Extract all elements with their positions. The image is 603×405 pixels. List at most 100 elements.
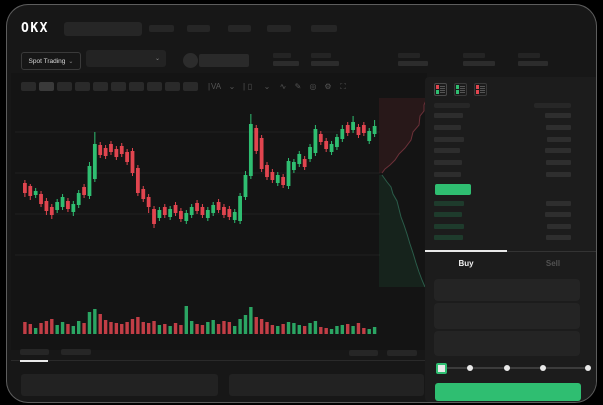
bids-depth-area xyxy=(379,175,425,287)
ask-row-price[interactable] xyxy=(434,137,464,142)
ask-row-price[interactable] xyxy=(434,125,461,130)
timeframe-button[interactable] xyxy=(57,82,72,91)
stat-label-placeholder xyxy=(518,53,540,58)
candle-body xyxy=(302,159,307,167)
chevron-down-icon[interactable]: ⌄ xyxy=(228,82,236,91)
slider-stop[interactable] xyxy=(467,365,473,371)
volume-bar xyxy=(270,325,275,334)
candle-body xyxy=(216,202,221,210)
tab-order-history[interactable] xyxy=(61,349,91,355)
volume-bar xyxy=(324,328,328,334)
tab-buy[interactable]: Buy xyxy=(458,258,474,268)
candle-body xyxy=(367,131,372,141)
order-total-input[interactable] xyxy=(434,331,580,356)
nav-item-placeholder[interactable] xyxy=(187,25,210,32)
ask-row-amount[interactable] xyxy=(545,148,571,153)
timeframe-button[interactable] xyxy=(147,82,162,91)
timeframe-button[interactable] xyxy=(93,82,108,91)
icon-row xyxy=(456,91,465,94)
bid-row-amount[interactable] xyxy=(545,212,571,217)
timeframe-button[interactable] xyxy=(129,82,144,91)
timeframe-button[interactable] xyxy=(183,82,198,91)
chevron-down-icon[interactable]: ⌄ xyxy=(263,82,271,91)
tab-sell[interactable]: Sell xyxy=(545,258,561,268)
icon-row xyxy=(436,87,445,90)
pair-selector[interactable]: ⌄ xyxy=(86,50,166,67)
ask-row-price[interactable] xyxy=(434,172,461,177)
market-type-selector[interactable]: Spot Trading ⌄ xyxy=(21,52,81,70)
volume-bar xyxy=(233,326,237,334)
tab-open-orders[interactable] xyxy=(20,349,49,355)
ask-row-amount[interactable] xyxy=(546,125,571,130)
nav-item-placeholder[interactable] xyxy=(311,25,337,32)
order-amount-input[interactable] xyxy=(434,303,580,329)
ask-row-price[interactable] xyxy=(434,113,463,118)
candle-body xyxy=(82,187,86,195)
fullscreen-icon[interactable]: ⛶ xyxy=(340,82,346,91)
candle-body xyxy=(87,166,92,196)
buy-submit-button[interactable] xyxy=(435,383,581,401)
timeframe-button[interactable] xyxy=(111,82,126,91)
slider-stop[interactable] xyxy=(540,365,546,371)
orders-filter-placeholder[interactable] xyxy=(349,350,378,356)
volume-bar xyxy=(249,307,253,334)
ask-row-amount[interactable] xyxy=(547,137,571,142)
candle-body xyxy=(66,201,70,209)
slider-stop[interactable] xyxy=(504,365,510,371)
volume-bar xyxy=(254,317,258,334)
volume-bar xyxy=(243,315,248,334)
bid-row-price[interactable] xyxy=(434,201,464,206)
amount-slider-track[interactable] xyxy=(440,367,588,369)
slider-handle[interactable] xyxy=(436,363,447,374)
ask-row-amount[interactable] xyxy=(546,172,571,177)
volume-bar xyxy=(82,323,86,334)
draw-tool-icon[interactable]: ✎ xyxy=(294,82,302,91)
volume-bar xyxy=(362,328,366,334)
ask-row-price[interactable] xyxy=(434,148,460,153)
timeframe-button[interactable] xyxy=(21,82,36,91)
candle-body xyxy=(33,191,38,195)
order-price-input[interactable] xyxy=(434,279,580,301)
slider-stop[interactable] xyxy=(585,365,591,371)
orderbook-view-both-icon[interactable] xyxy=(434,83,447,96)
settings-icon[interactable]: ⚙ xyxy=(324,82,332,91)
indicator-button[interactable]: VA xyxy=(210,82,222,91)
bid-row-amount[interactable] xyxy=(546,201,571,206)
volume-bar xyxy=(184,306,188,334)
app-window: OKX Spot Trading ⌄ ⌄ Buy Sell | VA ⌄ | ▯ ⌄ ∿ ✎ ◎… xyxy=(6,4,597,403)
volume-bar xyxy=(211,320,215,334)
orderbook-view-bids-icon[interactable] xyxy=(454,83,467,96)
asks-depth-line xyxy=(381,98,428,174)
nav-item-placeholder[interactable] xyxy=(228,25,251,32)
ask-row-amount[interactable] xyxy=(545,113,571,118)
timeframe-button[interactable] xyxy=(165,82,180,91)
candle-body xyxy=(71,204,76,212)
candle-body xyxy=(265,165,269,177)
screenshot-icon[interactable]: ◎ xyxy=(309,82,317,91)
timeframe-button[interactable] xyxy=(75,82,90,91)
bid-row-amount[interactable] xyxy=(546,235,571,240)
ask-row-amount[interactable] xyxy=(546,160,571,165)
orderbook-view-asks-icon[interactable] xyxy=(474,83,487,96)
candle-body xyxy=(200,207,205,215)
nav-item-placeholder[interactable] xyxy=(267,25,291,32)
chart-type-button[interactable]: ▯ xyxy=(247,82,253,91)
ask-row-price[interactable] xyxy=(434,160,462,165)
icon-row xyxy=(436,89,445,92)
orders-filter-placeholder[interactable] xyxy=(387,350,417,356)
bid-row-price[interactable] xyxy=(434,224,464,229)
candle-body xyxy=(297,154,302,164)
volume-bar xyxy=(44,321,49,334)
bid-row-price[interactable] xyxy=(434,235,463,240)
bid-row-amount[interactable] xyxy=(547,224,571,229)
candle-body xyxy=(205,210,210,218)
wave-tool-icon[interactable]: ∿ xyxy=(279,82,287,91)
volume-bar xyxy=(292,323,296,334)
last-price-indicator xyxy=(435,184,471,195)
timeframe-button[interactable] xyxy=(39,82,54,91)
volume-bar xyxy=(55,325,59,334)
candle-body xyxy=(286,161,291,186)
search-input[interactable] xyxy=(64,22,142,36)
bid-row-price[interactable] xyxy=(434,212,462,217)
nav-item-placeholder[interactable] xyxy=(149,25,174,32)
